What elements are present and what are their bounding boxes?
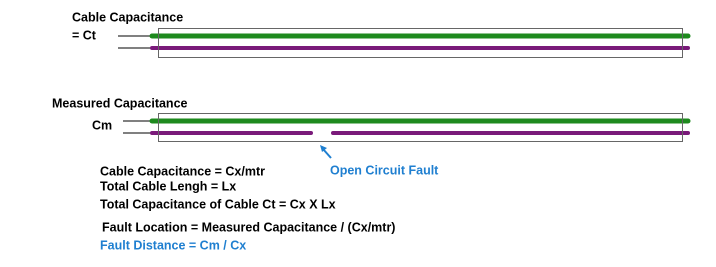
cable-symbol: = Ct (72, 28, 97, 42)
measured-symbol: Cm (92, 118, 112, 132)
formula: Total Capacitance of Cable Ct = Cx X Lx (100, 197, 336, 211)
fault-label: Open Circuit Fault (330, 163, 439, 177)
cable-sheath (158, 28, 683, 58)
formula: Cable Capacitance = Cx/mtr (100, 164, 265, 178)
measured-title: Measured Capacitance (52, 96, 188, 110)
cable-title: Cable Capacitance (72, 10, 183, 24)
formula: Fault Distance = Cm / Cx (100, 238, 246, 252)
fault-arrow (322, 148, 332, 159)
fault-arrowhead (320, 145, 327, 152)
formula: Total Cable Lengh = Lx (100, 179, 236, 193)
cable-sheath (158, 113, 683, 142)
formula: Fault Location = Measured Capacitance / … (102, 220, 395, 234)
